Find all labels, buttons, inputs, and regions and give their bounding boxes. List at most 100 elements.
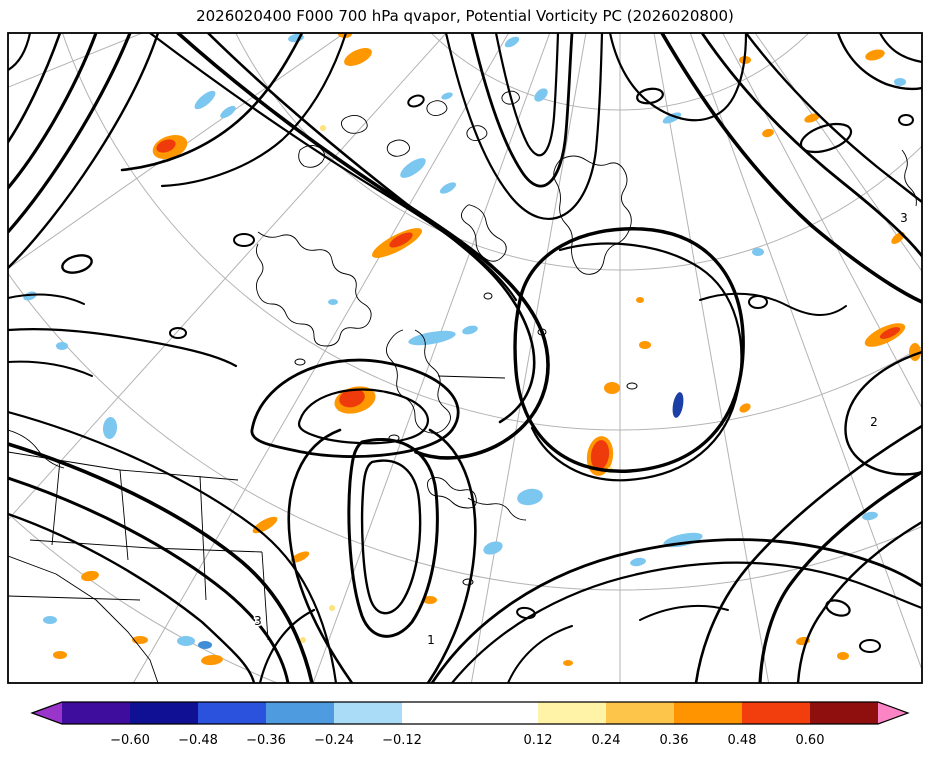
qvapor-anomaly-blob (400, 158, 426, 178)
coastline-path (199, 475, 207, 601)
pv-contour-path (8, 410, 338, 683)
graticule-meridian-line (8, 33, 447, 521)
contour-label: 3 (254, 614, 262, 628)
graticule-meridian-line (689, 33, 922, 672)
colorbar-tick-label: 0.36 (660, 733, 689, 748)
pv-contour-loop (799, 122, 853, 154)
colorbar-segment (62, 702, 130, 724)
pv-contour-path (699, 292, 847, 316)
pv-contour-path (287, 428, 354, 683)
pv-contour-loop (61, 254, 93, 274)
coastline-path (466, 125, 488, 142)
qvapor-anomaly-blob (328, 299, 338, 305)
graticule-meridian-line (132, 33, 510, 683)
graticule-meridian-line (312, 33, 551, 683)
qvapor-anomaly-blob (56, 342, 68, 350)
pv-contour-path (530, 242, 743, 482)
pv-contour-layer (8, 33, 922, 683)
qvapor-anomaly-blob (344, 48, 372, 66)
pv-contour-path (507, 625, 573, 683)
pv-contour-path (796, 520, 922, 683)
pv-contour-path (8, 293, 85, 305)
pv-contour-loop (636, 87, 664, 105)
qvapor-anomaly-blob (177, 636, 195, 646)
qvapor-anomaly-blob (672, 392, 684, 418)
pv-contour-path (8, 33, 160, 270)
colorbar-tick-label: −0.12 (382, 733, 422, 748)
contour-label-layer: 3 2 1 3 (253, 210, 910, 649)
colorbar-segment (130, 702, 198, 724)
pv-contour-path (430, 538, 922, 683)
pv-contour-path (360, 459, 422, 615)
pv-contour-loop (388, 434, 400, 442)
graticule-meridian-line (653, 33, 770, 683)
qvapor-anomaly-blob (320, 125, 326, 131)
coastline-path (8, 429, 65, 469)
coastline-path (298, 145, 325, 168)
qvapor-anomaly-blob (879, 327, 901, 339)
contour-label: 3 (900, 211, 908, 225)
colorbar-tick-label: 0.12 (524, 733, 553, 748)
pv-contour-path (8, 442, 314, 683)
qvapor-anomaly-blob (408, 330, 456, 346)
pv-contour-path (660, 33, 922, 304)
pv-contour-path (444, 33, 604, 220)
pv-contour-path (176, 33, 550, 460)
pv-contour-loop (898, 114, 914, 126)
coastline-path (29, 539, 263, 553)
coastline-path (386, 139, 410, 157)
qvapor-anomaly-blob (804, 113, 820, 123)
coastline-layer (8, 90, 917, 683)
pv-contour-path (744, 33, 922, 204)
colorbar-outline (30, 701, 910, 725)
colorbar-segment (606, 702, 674, 724)
pv-contour-loop (748, 295, 768, 309)
qvapor-anomaly-blob (563, 660, 573, 666)
pv-contour-path (426, 428, 477, 683)
coastline-path (467, 497, 527, 521)
qvapor-anomaly-blob (662, 112, 682, 124)
pv-contour-loop (169, 327, 187, 339)
qvapor-anomaly-blob (81, 570, 99, 582)
coastline-path (261, 551, 269, 641)
pv-contour-loop (233, 233, 255, 247)
pv-contour-path (844, 350, 922, 476)
qvapor-anomaly-blob (639, 341, 651, 349)
colorbar-tick-label: −0.48 (178, 733, 218, 748)
qvapor-anomaly-blob (220, 105, 236, 119)
colorbar-segment (266, 702, 334, 724)
pv-contour-path (878, 33, 922, 64)
pv-contour-loop (626, 382, 638, 390)
qvapor-anomaly-blob (300, 637, 306, 643)
colorbar-tick-labels: −0.60 −0.48 −0.36 −0.24 −0.12 0.12 0.24 0.36 0.4… (110, 733, 824, 748)
qvapor-anomaly-blob (762, 128, 774, 138)
graticule-latitude-circle (8, 272, 922, 591)
qvapor-anomaly-blob (630, 557, 646, 567)
pv-contour-path (758, 470, 922, 683)
pv-contour-path (494, 33, 560, 157)
coastline-path (437, 375, 506, 379)
pv-contour-loop (407, 94, 425, 108)
pv-contour-loop (537, 328, 547, 336)
colorbar-segment (742, 702, 810, 724)
colorbar-segment (674, 702, 742, 724)
colorbar-segment (810, 702, 878, 724)
pv-contour-path (8, 360, 93, 377)
coastline-path (386, 329, 451, 434)
pv-contour-path (8, 33, 62, 144)
colorbar-tick-label: −0.24 (314, 733, 354, 748)
colorbar-tick-label: 0.48 (728, 733, 757, 748)
pv-contour-path (120, 33, 304, 172)
pv-contour-loop (516, 606, 536, 620)
qvapor-anomaly-blob (663, 532, 703, 548)
graticule-meridian-line (8, 33, 346, 270)
pv-contour-path (297, 388, 430, 445)
pv-contour-path (160, 33, 348, 188)
pv-contour-path (250, 358, 460, 458)
colorbar-segment (334, 702, 402, 724)
pv-contour-loop (825, 599, 851, 617)
qvapor-anomaly-blob (329, 605, 335, 611)
